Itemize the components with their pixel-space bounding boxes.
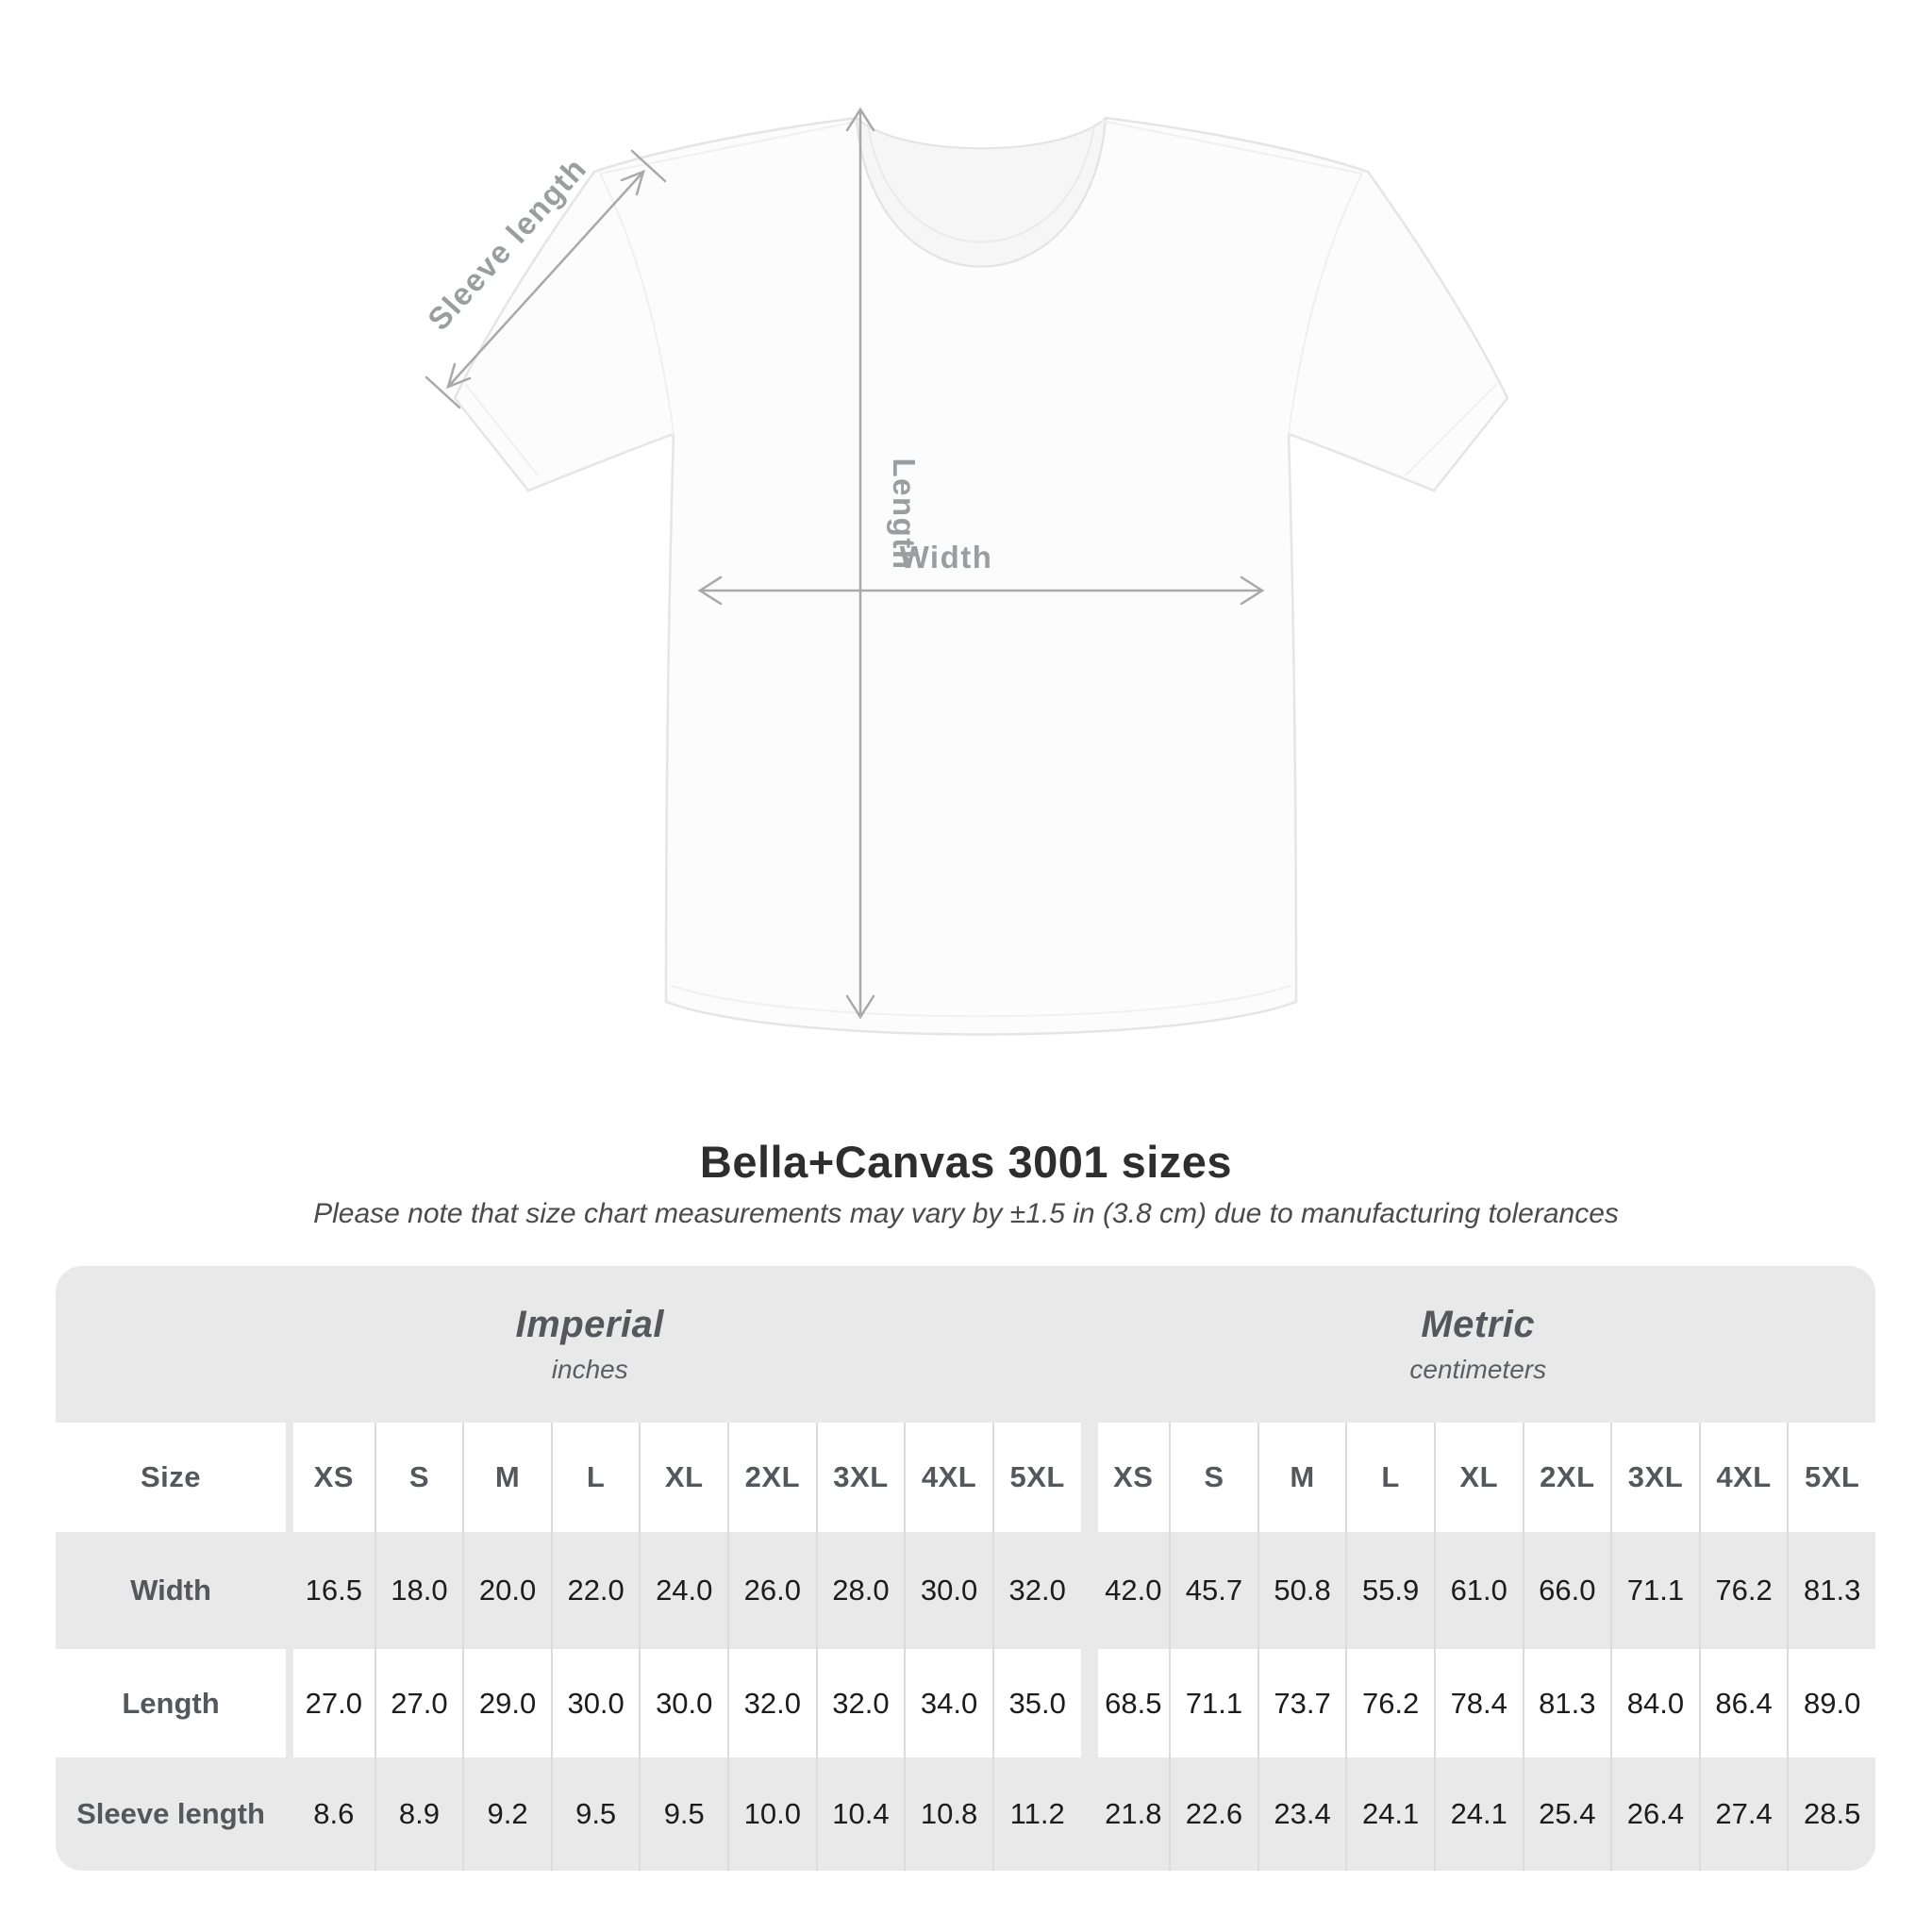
size-col-header: M — [462, 1423, 551, 1532]
size-col-header: S — [374, 1423, 463, 1532]
value-cell: 24.0 — [639, 1532, 727, 1649]
value-cell: 86.4 — [1698, 1649, 1788, 1757]
value-cell: 22.0 — [550, 1532, 640, 1649]
value-cell: 78.4 — [1433, 1649, 1523, 1757]
row-label: Length — [56, 1649, 286, 1757]
value-cell: 76.2 — [1345, 1649, 1434, 1757]
collar-band-line — [867, 124, 1095, 243]
value-cell: 28.5 — [1787, 1757, 1875, 1871]
size-col-header: 3XL — [1610, 1423, 1699, 1532]
value-cell: 32.0 — [727, 1649, 816, 1757]
size-col-header: L — [550, 1423, 640, 1532]
value-cell: 45.7 — [1169, 1532, 1257, 1649]
value-cell: 35.0 — [991, 1649, 1081, 1757]
value-cell: 81.3 — [1787, 1532, 1875, 1649]
row-label: Width — [130, 1574, 211, 1607]
imperial-section-header: Imperial inches — [56, 1266, 1081, 1423]
value-cell: 84.0 — [1610, 1649, 1699, 1757]
value-cell: 10.4 — [815, 1757, 905, 1871]
size-col-header: 5XL — [991, 1423, 1081, 1532]
value-cell: 28.0 — [815, 1532, 905, 1649]
value-cell: 55.9 — [1345, 1532, 1434, 1649]
size-table: Imperial inches Metric centimeters Size … — [56, 1266, 1875, 1871]
value-cell: 8.6 — [286, 1757, 375, 1871]
tshirt-body — [453, 116, 1509, 1036]
value-cell: 24.1 — [1433, 1757, 1523, 1871]
value-cell: 10.0 — [727, 1757, 816, 1871]
value-cell: 22.6 — [1169, 1757, 1257, 1871]
value-cell: 8.9 — [374, 1757, 463, 1871]
value-cell: 76.2 — [1698, 1532, 1788, 1649]
size-col-header: XL — [639, 1423, 728, 1532]
value-cell: 24.1 — [1345, 1757, 1434, 1871]
value-cell: 68.5 — [1080, 1649, 1170, 1757]
value-cell: 32.0 — [815, 1649, 905, 1757]
metric-label: Metric — [1421, 1304, 1536, 1345]
length-label: Length — [887, 458, 922, 571]
value-cell: 20.0 — [462, 1532, 551, 1649]
value-cell: 30.0 — [904, 1532, 992, 1649]
size-col-header: XS — [286, 1423, 375, 1532]
size-col-header: XS — [1080, 1423, 1170, 1532]
size-col-header: 5XL — [1787, 1423, 1875, 1532]
value-cell: 34.0 — [904, 1649, 992, 1757]
imperial-unit: inches — [551, 1355, 628, 1384]
value-cell: 26.4 — [1610, 1757, 1699, 1871]
size-col-header: 3XL — [815, 1423, 905, 1532]
value-cell: 23.4 — [1257, 1757, 1346, 1871]
value-cell: 9.2 — [462, 1757, 551, 1871]
size-col-header: XL — [1433, 1423, 1523, 1532]
metric-unit: centimeters — [1409, 1355, 1547, 1384]
sleeve-length-arrow — [425, 149, 667, 409]
value-cell: 9.5 — [550, 1757, 640, 1871]
width-label: Width — [900, 540, 993, 575]
size-column-header: Size — [56, 1423, 286, 1532]
value-cell: 10.8 — [904, 1757, 992, 1871]
width-arrow — [697, 575, 1265, 606]
size-col-header: 4XL — [1698, 1423, 1788, 1532]
value-cell: 29.0 — [462, 1649, 551, 1757]
value-cell: 18.0 — [374, 1532, 463, 1649]
value-cell: 42.0 — [1080, 1532, 1170, 1649]
collar-opening — [856, 117, 1107, 268]
tshirt-graphic: Width Length Sleeve length — [425, 107, 1509, 1036]
value-cell: 27.0 — [374, 1649, 463, 1757]
size-col-header: 2XL — [1522, 1423, 1611, 1532]
value-cell: 27.0 — [286, 1649, 375, 1757]
value-cell: 89.0 — [1787, 1649, 1875, 1757]
value-cell: 71.1 — [1169, 1649, 1257, 1757]
value-cell: 66.0 — [1522, 1532, 1611, 1649]
value-cell: 26.0 — [727, 1532, 816, 1649]
value-cell: 16.5 — [286, 1532, 375, 1649]
value-cell: 21.8 — [1080, 1757, 1170, 1871]
size-col-header: L — [1345, 1423, 1434, 1532]
value-cell: 61.0 — [1433, 1532, 1523, 1649]
value-cell: 9.5 — [639, 1757, 727, 1871]
metric-section-header: Metric centimeters — [1081, 1266, 1876, 1423]
value-cell: 71.1 — [1610, 1532, 1699, 1649]
value-cell: 27.4 — [1698, 1757, 1788, 1871]
value-cell: 30.0 — [550, 1649, 640, 1757]
size-col-header: S — [1169, 1423, 1257, 1532]
value-cell: 30.0 — [639, 1649, 728, 1757]
tshirt-silhouette — [453, 116, 1509, 1036]
size-col-header: 4XL — [904, 1423, 992, 1532]
value-cell: 73.7 — [1257, 1649, 1346, 1757]
size-col-header: 2XL — [727, 1423, 816, 1532]
value-cell: 32.0 — [991, 1532, 1081, 1649]
size-col-header: M — [1257, 1423, 1346, 1532]
seam-lines — [465, 120, 1497, 1018]
tolerance-note: Please note that size chart measurements… — [313, 1198, 1619, 1229]
length-arrow — [845, 107, 875, 1020]
value-cell: 25.4 — [1522, 1757, 1611, 1871]
page-title: Bella+Canvas 3001 sizes — [699, 1137, 1233, 1187]
row-label: Sleeve length — [76, 1797, 265, 1830]
imperial-label: Imperial — [515, 1304, 664, 1345]
value-cell: 11.2 — [991, 1757, 1081, 1871]
value-cell: 50.8 — [1257, 1532, 1346, 1649]
value-cell: 81.3 — [1522, 1649, 1611, 1757]
